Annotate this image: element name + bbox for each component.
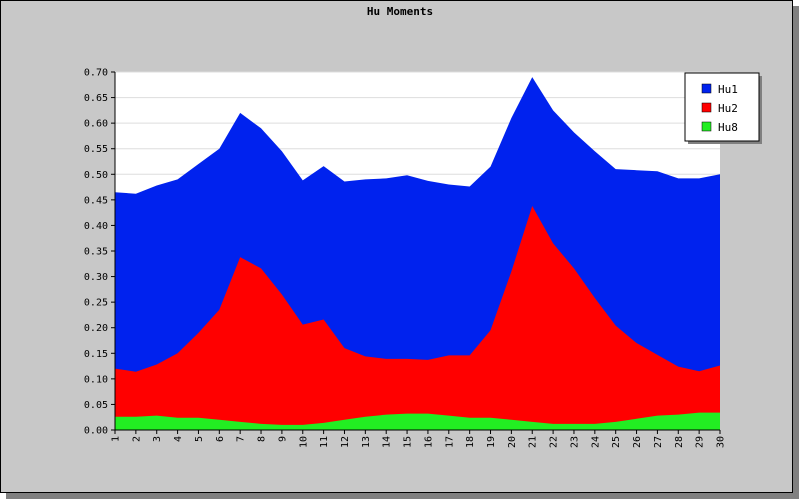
x-tick-label: 11	[319, 436, 330, 448]
legend-label-hu1: Hu1	[718, 83, 738, 96]
axes: 0.00 0.05 0.10 0.15 0.20 0.25 0.30 0.35 0.40 0.45…	[84, 68, 727, 449]
legend-swatch-hu8	[701, 121, 712, 132]
legend-label-hu2: Hu2	[718, 102, 738, 115]
x-tick-label: 14	[382, 436, 393, 448]
legend-box	[684, 72, 760, 142]
x-tick-label: 7	[236, 436, 247, 442]
x-tick-label: 1	[111, 436, 122, 442]
y-tick-label: 0.65	[84, 93, 108, 104]
x-tick-label: 20	[507, 436, 518, 448]
x-tick-label: 3	[152, 436, 163, 442]
x-tick-label: 10	[298, 436, 309, 448]
y-tick-label: 0.45	[84, 195, 108, 206]
x-tick-label: 30	[716, 436, 727, 448]
y-tick-label: 0.10	[84, 374, 108, 385]
y-tick-label: 0.35	[84, 247, 108, 258]
legend-swatch-hu1	[701, 83, 712, 94]
area-hu2	[115, 205, 720, 430]
y-tick-label: 0.70	[84, 68, 108, 79]
x-tick-label: 25	[611, 436, 622, 448]
y-tick-label: 0.20	[84, 323, 108, 334]
x-tick-label: 9	[277, 436, 288, 442]
x-tick-label: 28	[674, 436, 685, 448]
x-tick-label: 16	[423, 436, 434, 448]
x-tick-label: 13	[361, 436, 372, 448]
chart-title: Hu Moments	[367, 5, 433, 18]
x-tick-label: 4	[173, 436, 184, 442]
x-tick-label: 22	[549, 436, 560, 448]
y-tick-label: 0.25	[84, 298, 108, 309]
x-tick-label: 24	[590, 436, 601, 448]
y-tick-label: 0.15	[84, 349, 108, 360]
y-tick-label: 0.05	[84, 400, 108, 411]
legend-swatch-hu2	[701, 102, 712, 113]
x-tick-label: 12	[340, 436, 351, 448]
x-tick-label: 15	[403, 436, 414, 448]
series-areas	[115, 77, 720, 431]
frame-shadow-bottom	[6, 493, 799, 499]
x-tick-label: 21	[528, 436, 539, 448]
area-hu8	[115, 412, 720, 430]
x-tick-label: 19	[486, 436, 497, 448]
x-tick-label: 6	[215, 436, 226, 442]
x-tick-label: 29	[695, 436, 706, 448]
x-tick-label: 8	[257, 436, 268, 442]
y-tick-label: 0.55	[84, 144, 108, 155]
x-tick-label: 23	[569, 436, 580, 448]
legend: Hu1 Hu2 Hu8	[684, 72, 762, 144]
y-tick-label: 0.40	[84, 221, 108, 232]
frame-shadow-right	[793, 6, 799, 499]
y-tick-label: 0.00	[84, 426, 108, 437]
legend-label-hu8: Hu8	[718, 121, 738, 134]
y-tick-label: 0.60	[84, 119, 108, 130]
x-tick-label: 5	[194, 436, 205, 442]
x-tick-label: 27	[653, 436, 664, 448]
x-tick-label: 17	[444, 436, 455, 448]
x-tick-label: 2	[131, 436, 142, 442]
x-tick-label: 18	[465, 436, 476, 448]
y-tick-label: 0.50	[84, 170, 108, 181]
y-tick-label: 0.30	[84, 272, 108, 283]
x-tick-label: 26	[632, 436, 643, 448]
